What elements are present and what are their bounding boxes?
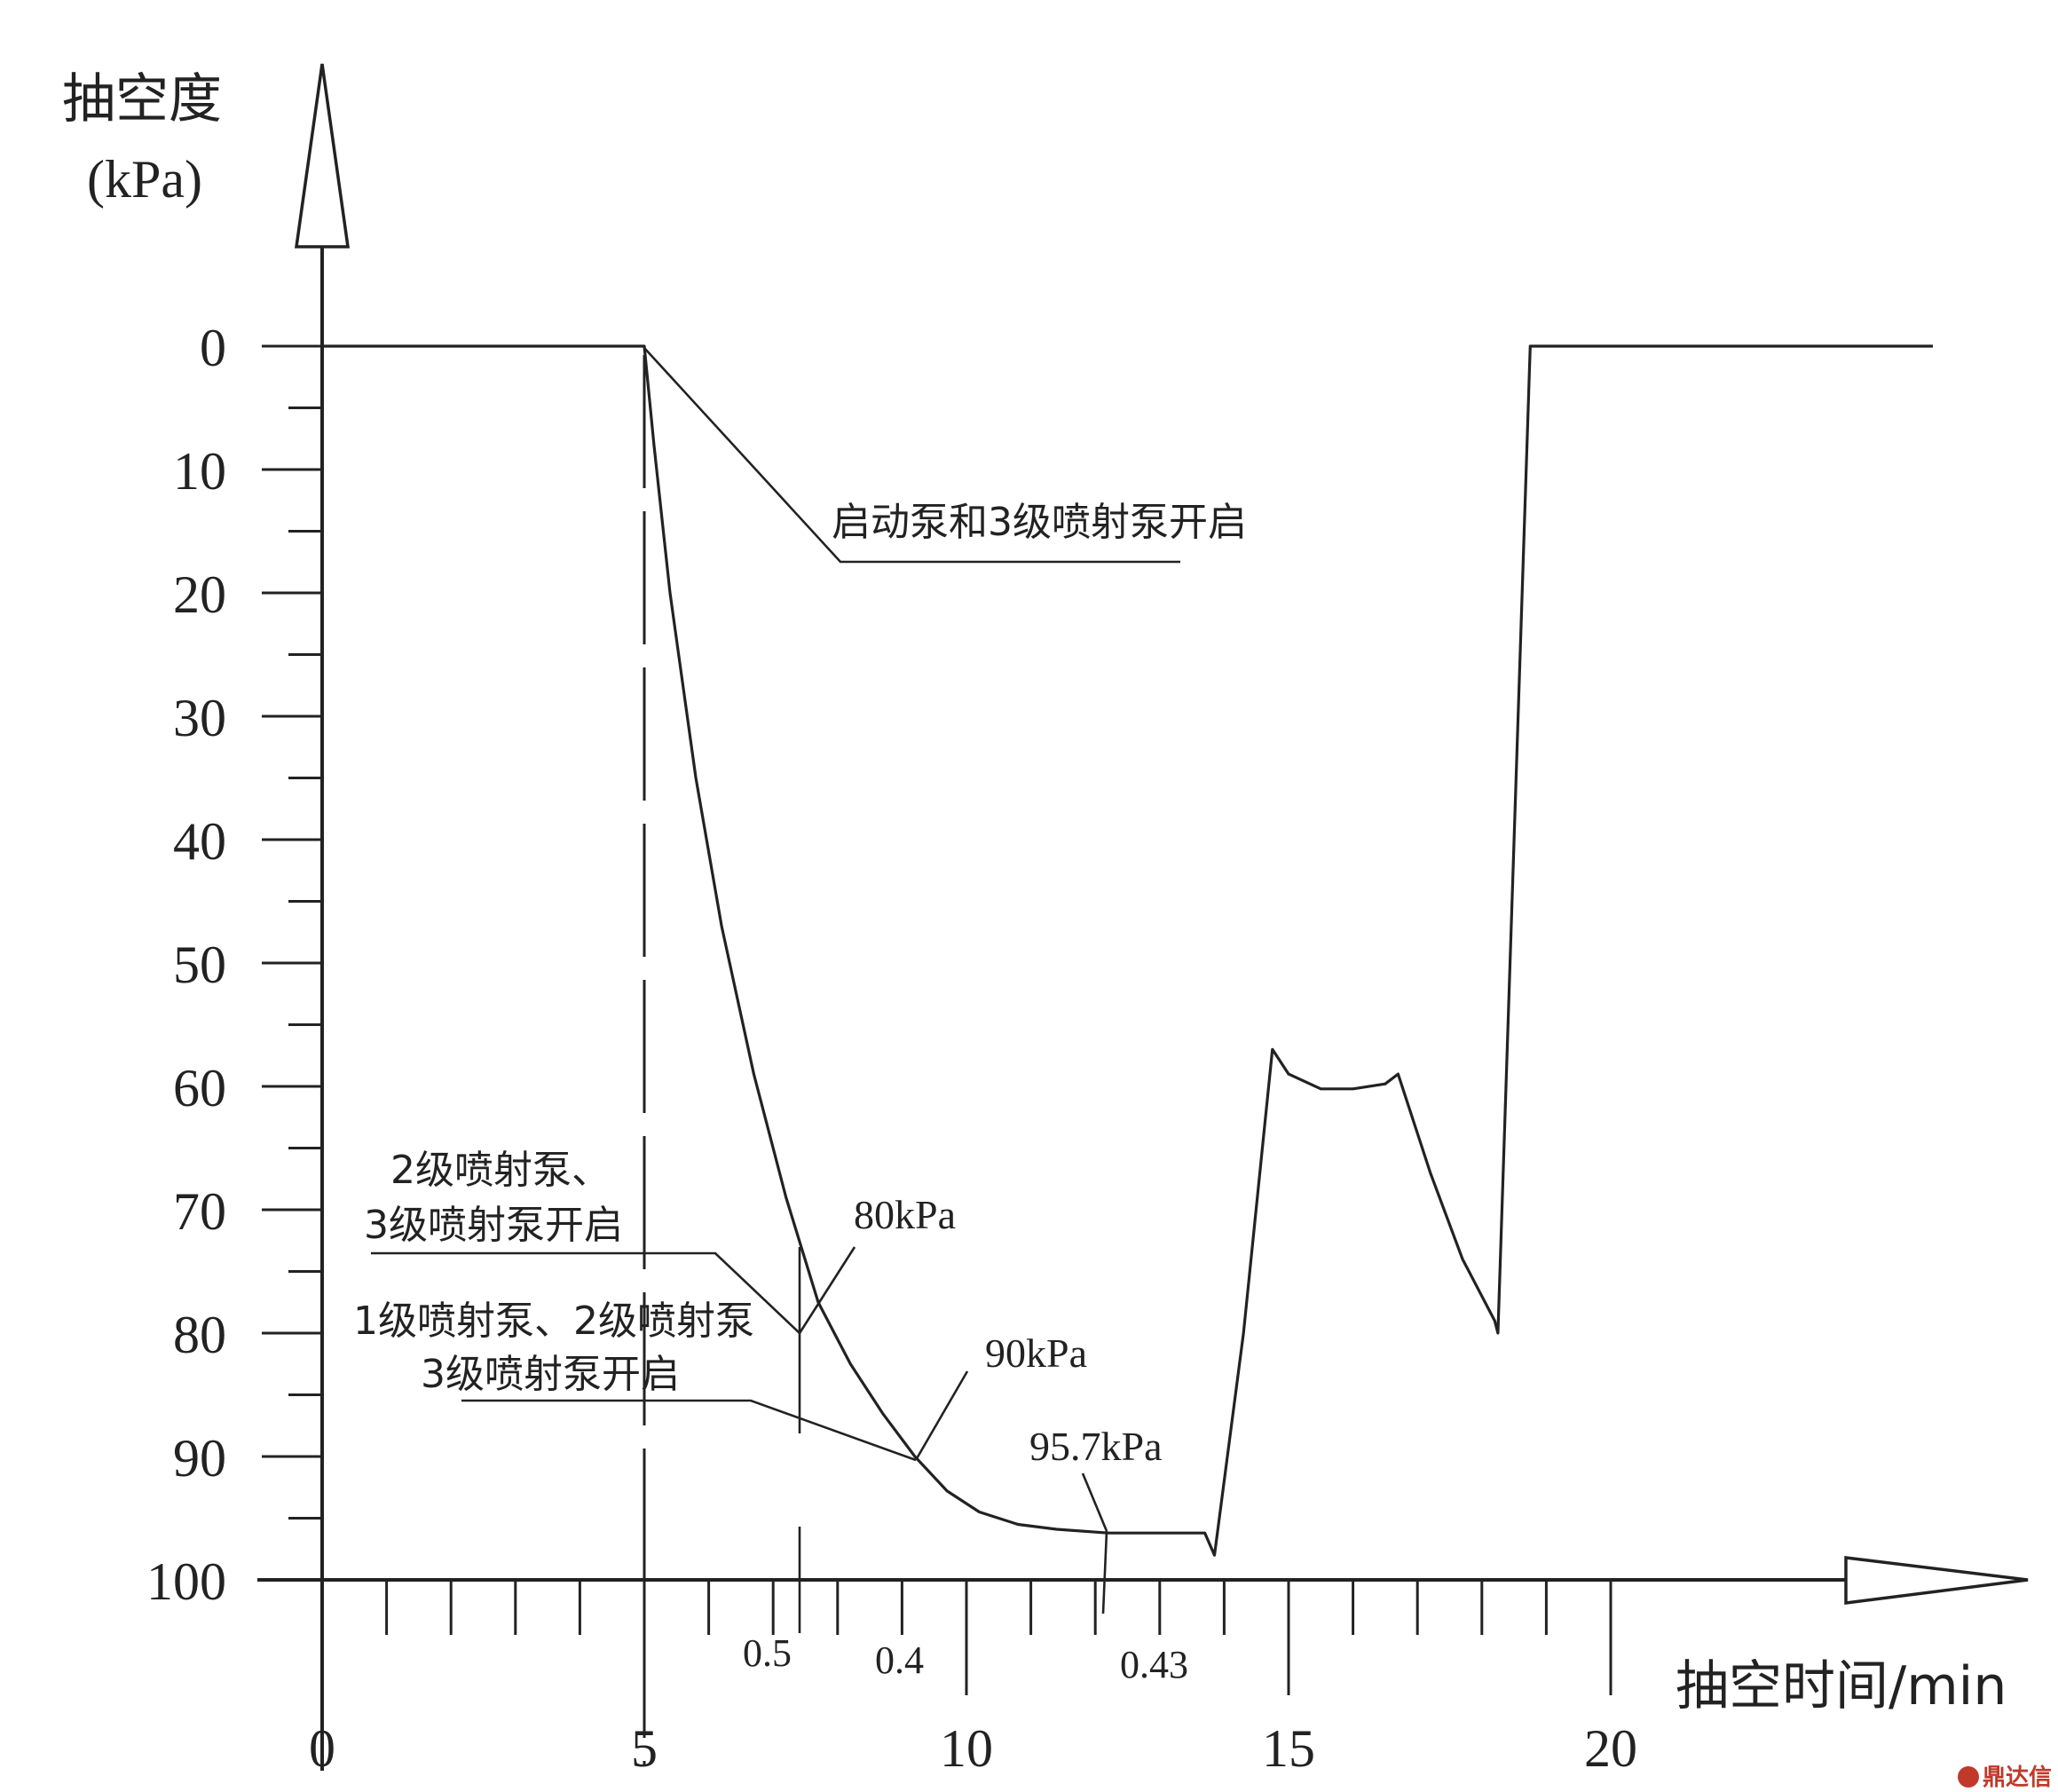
y-tick-label-90: 90 [173,1429,226,1488]
y-axis-title-line1: 抽空度 [62,68,222,130]
leader-90kpa [914,1370,969,1461]
y-tick-label-80: 80 [173,1306,226,1364]
watermark-logo-icon [1958,1766,1979,1788]
y-tick-label-70: 70 [173,1182,226,1241]
y-axis-title-line2: (kPa) [87,150,202,209]
y-ticks: 0 10 20 30 40 50 60 70 80 90 100 [146,319,322,1611]
y-tick-label-100: 100 [146,1552,226,1611]
leader-95kpa [1081,1472,1108,1532]
leader-start-pump [643,347,1180,564]
interval-label-1: 0.4 [875,1638,924,1682]
y-tick-label-20: 20 [173,565,226,624]
y-axis-arrow [294,63,351,249]
x-axis-arrow [1844,1556,2029,1605]
leader-2stage [371,1251,800,1334]
leader-80kpa [798,1246,856,1334]
annotation-1stage-line2: 3级喷射泵开启 [421,1352,680,1397]
watermark-text: 鼎达信 [1983,1764,2052,1791]
annotation-90kpa: 90kPa [985,1330,1087,1376]
leader-1stage [461,1399,917,1462]
y-tick-label-40: 40 [173,812,226,871]
y-tick-label-0: 0 [200,319,226,377]
interval-label-2: 0.43 [1120,1643,1188,1686]
x-tick-label-0: 0 [309,1719,335,1778]
x-ticks: 0 5 10 15 20 [309,1580,1637,1778]
annotation-1stage-line1: 1级喷射泵、2级喷射泵 [353,1299,754,1344]
x-tick-label-10: 10 [940,1719,993,1778]
annotation-start-pump: 启动泵和3级喷射泵开启 [832,500,1247,545]
annotation-2stage-line2: 3级喷射泵开启 [364,1203,623,1248]
annotation-95kpa: 95.7kPa [1029,1424,1163,1469]
marker-95kpa [1101,1530,1108,1614]
series-line-vacuum [322,344,1933,1557]
y-tick-label-50: 50 [173,935,226,994]
interval-label-0: 0.5 [743,1631,792,1675]
x-axis-title: 抽空时间/min [1676,1655,2007,1717]
x-tick-label-15: 15 [1262,1719,1315,1778]
y-tick-label-60: 60 [173,1059,226,1117]
y-tick-label-10: 10 [173,442,226,501]
y-tick-label-30: 30 [173,689,226,747]
annotation-2stage-line1: 2级喷射泵、 [390,1148,611,1193]
x-tick-label-20: 20 [1584,1719,1637,1778]
annotation-80kpa: 80kPa [854,1192,956,1237]
